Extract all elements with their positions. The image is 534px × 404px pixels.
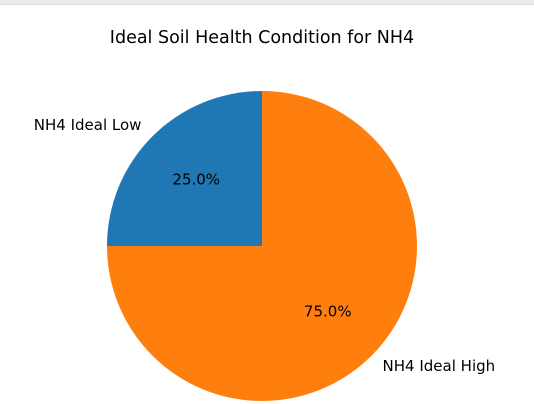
slice-percent-nh4-ideal-low: 25.0% — [172, 171, 220, 189]
slice-percent-nh4-ideal-high: 75.0% — [304, 302, 352, 320]
pie-slice-nh4-ideal-high — [107, 91, 417, 401]
chart-title: Ideal Soil Health Condition for NH4 — [110, 28, 414, 48]
slice-label-nh4-ideal-high: NH4 Ideal High — [383, 357, 496, 375]
slice-label-nh4-ideal-low: NH4 Ideal Low — [34, 116, 142, 134]
pie-labels: NH4 Ideal Low 25.0% NH4 Ideal High 75.0% — [34, 116, 495, 375]
pie-slice-nh4-ideal-low — [107, 91, 262, 246]
top-border — [0, 0, 534, 5]
pie-slices — [107, 91, 417, 401]
